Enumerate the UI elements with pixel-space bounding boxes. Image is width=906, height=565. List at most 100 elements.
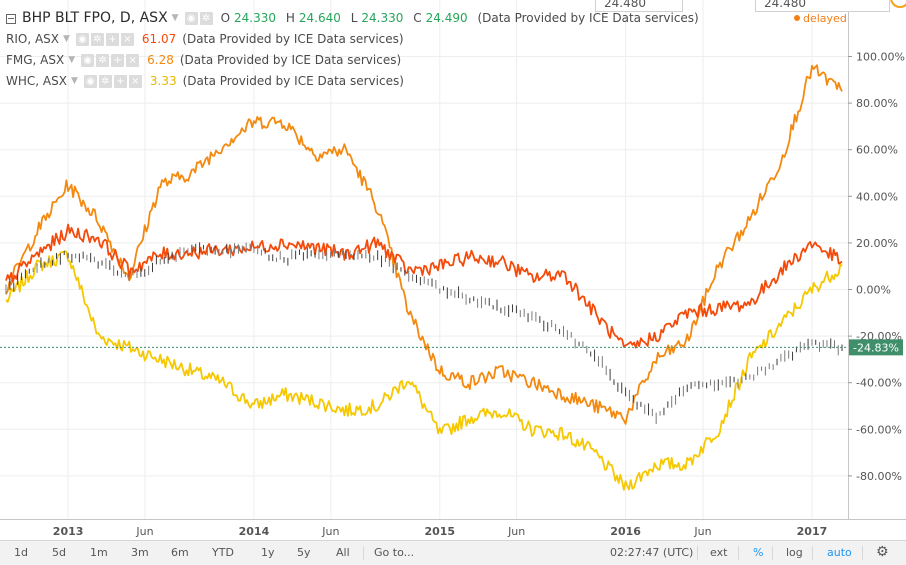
rio-add-icon[interactable]: + bbox=[105, 33, 119, 46]
compare-symbol-rio[interactable]: RIO, ASX bbox=[6, 32, 59, 46]
x-tick-label: 2013 bbox=[53, 525, 84, 538]
quote-box-right: 24.480 bbox=[755, 0, 890, 12]
last-value-label: -24.83% bbox=[853, 341, 899, 354]
x-tick-label: 2014 bbox=[239, 525, 270, 538]
collapse-legend-icon[interactable] bbox=[6, 13, 16, 24]
y-tick-label: 40.00% bbox=[856, 190, 898, 203]
rio-caret-icon[interactable]: ▼ bbox=[63, 34, 70, 44]
compare-symbol-whc[interactable]: WHC, ASX bbox=[6, 74, 67, 88]
legend: BHP BLT FPO, D, ASX ▼ ◉ ✲ O 24.330 H 24.64… bbox=[6, 8, 699, 92]
range-5y-button[interactable]: 5y bbox=[297, 546, 311, 559]
high-value: 24.640 bbox=[298, 11, 341, 25]
x-tick-label: Jun bbox=[507, 525, 525, 538]
y-tick-label: 60.00% bbox=[856, 144, 898, 157]
whc-close-icon[interactable]: × bbox=[128, 75, 142, 88]
delayed-label: delayed bbox=[803, 12, 847, 25]
legend-row-whc: WHC, ASX ▼ ◉ ✲ + × 3.33 (Data Provided b… bbox=[6, 71, 699, 92]
compare-provider-whc: (Data Provided by ICE Data services) bbox=[182, 74, 404, 88]
x-tick-label: 2016 bbox=[610, 525, 641, 538]
y-tick-label: 0.00% bbox=[856, 284, 891, 297]
visibility-eye-icon[interactable]: ◉ bbox=[184, 12, 198, 25]
low-value: 24.330 bbox=[361, 11, 404, 25]
compare-value-rio: 61.07 bbox=[141, 32, 177, 46]
fmg-close-icon[interactable]: × bbox=[126, 54, 140, 67]
main-provider: (Data Provided by ICE Data services) bbox=[477, 11, 699, 25]
y-tick-label: 20.00% bbox=[856, 237, 898, 250]
price-chart[interactable]: 100.00%80.00%60.00%40.00%20.00%0.00%-20.… bbox=[0, 0, 906, 540]
fmg-caret-icon[interactable]: ▼ bbox=[68, 55, 76, 65]
log-scale-toggle[interactable]: log bbox=[786, 546, 803, 559]
toolbar-divider bbox=[772, 546, 773, 560]
low-label: L bbox=[350, 11, 358, 25]
series-candles-bhp bbox=[5, 242, 843, 424]
main-symbol[interactable]: BHP BLT FPO, D, ASX bbox=[22, 10, 168, 26]
fmg-add-icon[interactable]: + bbox=[111, 54, 125, 67]
quote-left-value: 24.480 bbox=[604, 0, 646, 10]
whc-eye-icon[interactable]: ◉ bbox=[83, 75, 97, 88]
series-line-whc bbox=[5, 250, 843, 491]
toolbar-divider bbox=[738, 546, 739, 560]
compare-value-fmg: 6.28 bbox=[147, 53, 174, 67]
fmg-actions: ◉ ✲ + × bbox=[81, 54, 140, 67]
y-tick-label: 80.00% bbox=[856, 97, 898, 110]
symbol-caret-icon[interactable]: ▼ bbox=[171, 13, 179, 23]
main-series-actions: ◉ ✲ bbox=[184, 12, 213, 25]
open-label: O bbox=[220, 11, 231, 25]
price-scale bbox=[848, 0, 906, 519]
range-5d-button[interactable]: 5d bbox=[52, 546, 66, 559]
close-value: 24.490 bbox=[425, 11, 468, 25]
last-value-badge bbox=[849, 339, 903, 356]
whc-add-icon[interactable]: + bbox=[113, 75, 127, 88]
goto-button[interactable]: Go to... bbox=[374, 546, 415, 559]
fmg-eye-icon[interactable]: ◉ bbox=[81, 54, 95, 67]
chart-settings-gear-icon[interactable]: ⚙ bbox=[876, 544, 889, 560]
compare-symbol-fmg[interactable]: FMG, ASX bbox=[6, 53, 65, 67]
range-3m-button[interactable]: 3m bbox=[131, 546, 149, 559]
quote-box-left: 24.480 bbox=[595, 0, 683, 12]
y-tick-label: 100.00% bbox=[856, 51, 905, 64]
fmg-gear-icon[interactable]: ✲ bbox=[96, 54, 110, 67]
ext-hours-toggle[interactable]: ext bbox=[710, 546, 728, 559]
rio-eye-icon[interactable]: ◉ bbox=[75, 33, 89, 46]
whc-gear-icon[interactable]: ✲ bbox=[98, 75, 112, 88]
quote-right-value: 24.480 bbox=[764, 0, 806, 10]
x-tick-label: Jun bbox=[693, 525, 711, 538]
range-1d-button[interactable]: 1d bbox=[14, 546, 28, 559]
utc-clock[interactable]: 02:27:47 (UTC) bbox=[610, 546, 694, 559]
y-tick-label: -80.00% bbox=[856, 470, 902, 483]
whc-caret-icon[interactable]: ▼ bbox=[70, 76, 78, 86]
range-ytd-button[interactable]: YTD bbox=[212, 546, 234, 559]
auto-scale-toggle[interactable]: auto bbox=[827, 546, 852, 559]
toolbar-divider bbox=[812, 546, 813, 560]
rio-close-icon[interactable]: × bbox=[120, 33, 134, 46]
series-line-rio bbox=[5, 223, 843, 349]
delayed-indicator: delayed bbox=[794, 12, 847, 25]
compare-provider-rio: (Data Provided by ICE Data services) bbox=[182, 32, 404, 46]
range-1m-button[interactable]: 1m bbox=[90, 546, 108, 559]
settings-gear-icon[interactable]: ✲ bbox=[199, 12, 213, 25]
compare-value-whc: 3.33 bbox=[149, 74, 177, 88]
rio-actions: ◉ ✲ + × bbox=[75, 33, 134, 46]
range-6m-button[interactable]: 6m bbox=[171, 546, 189, 559]
delayed-dot-icon bbox=[794, 15, 800, 21]
percent-scale-toggle[interactable]: % bbox=[753, 546, 764, 559]
compare-provider-fmg: (Data Provided by ICE Data services) bbox=[179, 53, 402, 67]
x-tick-label: 2015 bbox=[424, 525, 455, 538]
series-line-fmg bbox=[5, 64, 843, 425]
range-all-button[interactable]: All bbox=[336, 546, 350, 559]
range-1y-button[interactable]: 1y bbox=[261, 546, 275, 559]
legend-row-fmg: FMG, ASX ▼ ◉ ✲ + × 6.28 (Data Provided b… bbox=[6, 50, 699, 71]
x-tick-label: Jun bbox=[321, 525, 339, 538]
open-value: 24.330 bbox=[234, 11, 277, 25]
notification-ring-icon[interactable] bbox=[890, 0, 906, 8]
whc-actions: ◉ ✲ + × bbox=[83, 75, 142, 88]
toolbar-divider bbox=[862, 546, 863, 560]
x-tick-label: 2017 bbox=[797, 525, 828, 538]
toolbar-divider bbox=[697, 546, 698, 560]
x-tick-label: Jun bbox=[135, 525, 153, 538]
rio-gear-icon[interactable]: ✲ bbox=[90, 33, 104, 46]
y-tick-label: -40.00% bbox=[856, 377, 902, 390]
high-label: H bbox=[285, 11, 295, 25]
legend-main-row: BHP BLT FPO, D, ASX ▼ ◉ ✲ O 24.330 H 24.64… bbox=[6, 8, 699, 29]
